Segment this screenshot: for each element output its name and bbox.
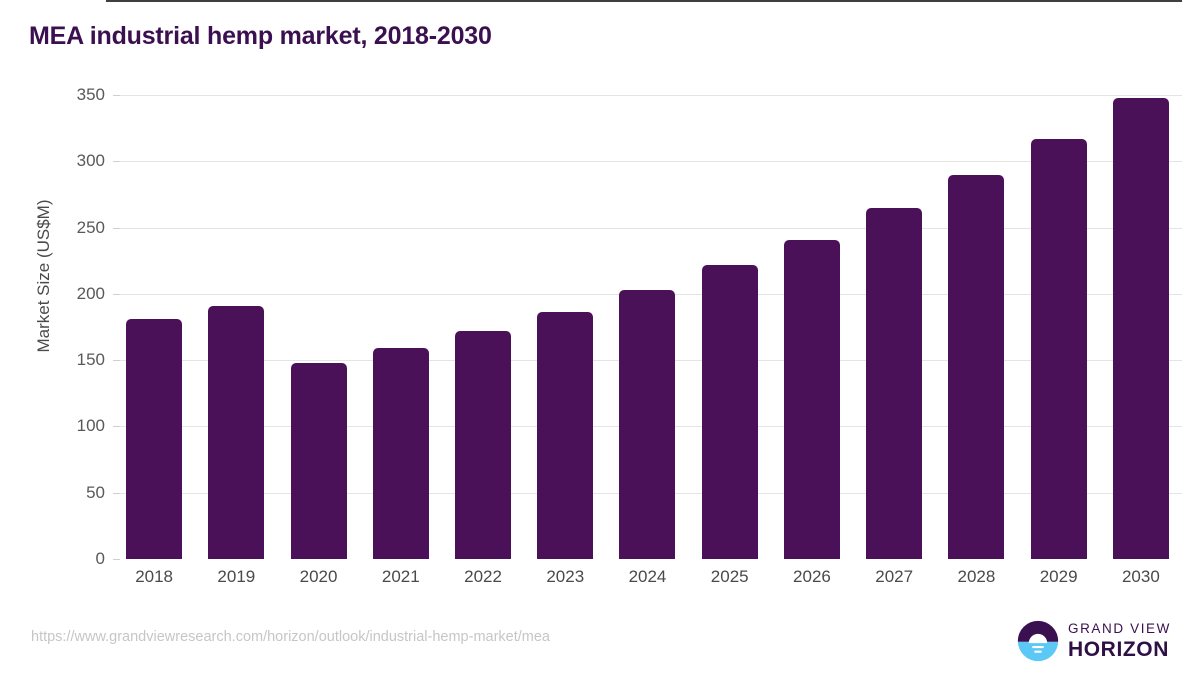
x-axis-tick-label: 2025 xyxy=(710,567,749,586)
x-axis-tick-label: 2030 xyxy=(1121,567,1160,586)
bar[interactable] xyxy=(783,239,840,559)
logo-wordmark: GRAND VIEW HORIZON xyxy=(1068,622,1171,660)
y-axis-tick-label: 300 xyxy=(76,151,105,171)
bar-group: 2024 xyxy=(606,95,688,586)
logo-line-1: GRAND VIEW xyxy=(1067,621,1171,637)
bar[interactable] xyxy=(372,348,429,559)
bar-group: 2019 xyxy=(195,95,277,586)
y-axis-tickmark xyxy=(113,426,120,428)
gridline xyxy=(113,95,1182,96)
bar[interactable] xyxy=(455,330,512,559)
bar-group: 2022 xyxy=(442,95,524,586)
bar[interactable] xyxy=(1112,97,1169,559)
brand-logo: GRAND VIEW HORIZON xyxy=(1017,620,1171,662)
bar[interactable] xyxy=(619,289,676,559)
bar-group: 2023 xyxy=(524,95,606,586)
bar[interactable] xyxy=(208,305,265,559)
bar[interactable] xyxy=(948,174,1005,559)
bar[interactable] xyxy=(126,319,183,559)
bar-group: 2029 xyxy=(1018,95,1100,586)
bars-layer: 2018 2019 2020 2021 2022 2023 2024 2025 2026 2027… xyxy=(113,95,1182,586)
gridline xyxy=(113,161,1182,163)
bar-group: 2018 xyxy=(113,95,195,586)
page-title: MEA industrial hemp market, 2018-2030 xyxy=(29,22,492,50)
y-axis-tick-label: 100 xyxy=(76,416,105,436)
bar[interactable] xyxy=(701,264,758,559)
y-axis-tickmark xyxy=(113,95,120,96)
horizon-circle-icon xyxy=(1017,620,1059,662)
x-axis-tick-label: 2024 xyxy=(628,567,667,586)
y-axis-tickmark xyxy=(113,161,120,163)
x-axis-line xyxy=(106,0,1182,2)
gridline xyxy=(113,227,1182,229)
bar-group: 2030 xyxy=(1100,95,1182,586)
x-axis-tick-label: 2018 xyxy=(135,567,174,586)
x-axis-tick-label: 2023 xyxy=(546,567,585,586)
logo-line-2: HORIZON xyxy=(1067,637,1170,661)
x-axis-tick-label: 2027 xyxy=(875,567,914,586)
x-axis-tick-label: 2028 xyxy=(957,567,996,586)
y-axis-tickmark xyxy=(113,360,120,362)
x-axis-tick-label: 2029 xyxy=(1039,567,1078,586)
y-axis-tick-label: 50 xyxy=(86,482,105,502)
x-axis-tick-label: 2021 xyxy=(381,567,420,586)
y-axis-tick-label: 200 xyxy=(76,283,105,303)
x-axis-tick-label: 2022 xyxy=(464,567,502,586)
x-axis-tick-label: 2019 xyxy=(217,567,256,586)
bar-group: 2025 xyxy=(689,95,771,586)
x-axis-tick-label: 2026 xyxy=(793,567,831,586)
bar[interactable] xyxy=(290,362,347,559)
bar-group: 2026 xyxy=(771,95,853,586)
bar[interactable] xyxy=(1030,138,1087,559)
bar-group: 2021 xyxy=(360,95,442,586)
bar[interactable] xyxy=(866,207,923,559)
x-axis-tick-label: 2020 xyxy=(299,567,338,586)
y-axis-tick-label: 0 xyxy=(95,549,105,568)
y-axis-tickmark xyxy=(113,293,120,295)
y-axis-tickmark xyxy=(113,492,120,494)
source-url[interactable]: https://www.grandviewresearch.com/horizo… xyxy=(31,629,550,645)
y-axis-tickmark xyxy=(113,227,120,229)
bar-group: 2020 xyxy=(277,95,359,586)
bar[interactable] xyxy=(537,312,594,559)
y-axis-tickmark xyxy=(113,559,120,560)
y-axis-tick-label: 150 xyxy=(76,350,105,370)
y-axis-tick-label: 250 xyxy=(76,217,105,237)
bar-group: 2028 xyxy=(935,95,1017,586)
bar-group: 2027 xyxy=(853,95,935,586)
y-axis-tick-label: 350 xyxy=(76,85,105,104)
